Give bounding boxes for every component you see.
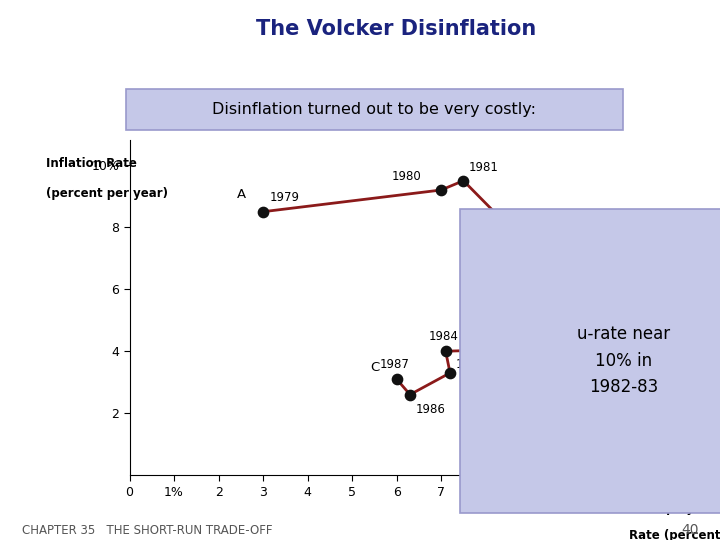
- Text: (percent per year): (percent per year): [46, 187, 168, 200]
- Text: 1983: 1983: [562, 359, 592, 372]
- Text: 1984: 1984: [428, 330, 459, 343]
- Text: 1986: 1986: [415, 403, 445, 416]
- Text: 40: 40: [681, 523, 698, 537]
- Text: CHAPTER 35   THE SHORT-RUN TRADE-OFF: CHAPTER 35 THE SHORT-RUN TRADE-OFF: [22, 524, 272, 537]
- Text: 1985: 1985: [456, 359, 485, 372]
- Point: [257, 207, 269, 216]
- Text: Unemployment: Unemployment: [629, 502, 720, 515]
- Point: [440, 347, 451, 355]
- Text: 1980: 1980: [392, 170, 421, 183]
- Text: 1982: 1982: [567, 273, 597, 286]
- Text: Disinflation turned out to be very costly:: Disinflation turned out to be very costl…: [212, 102, 536, 117]
- Text: B: B: [562, 329, 572, 342]
- Text: u-rate near
10% in
1982-83: u-rate near 10% in 1982-83: [577, 325, 670, 396]
- Text: The Volcker Disinflation: The Volcker Disinflation: [256, 19, 536, 39]
- Point: [556, 275, 567, 284]
- Point: [458, 177, 469, 185]
- Point: [436, 186, 447, 194]
- Text: 1981: 1981: [469, 161, 499, 174]
- Text: Rate (percent): Rate (percent): [629, 529, 720, 540]
- Text: C: C: [371, 361, 379, 374]
- Text: A: A: [237, 188, 246, 201]
- Point: [551, 344, 562, 353]
- Text: Inflation Rate: Inflation Rate: [46, 157, 138, 170]
- Point: [391, 375, 402, 383]
- Point: [444, 369, 456, 377]
- Point: [404, 390, 415, 399]
- Text: 1979: 1979: [270, 191, 300, 204]
- Text: 1987: 1987: [379, 359, 410, 372]
